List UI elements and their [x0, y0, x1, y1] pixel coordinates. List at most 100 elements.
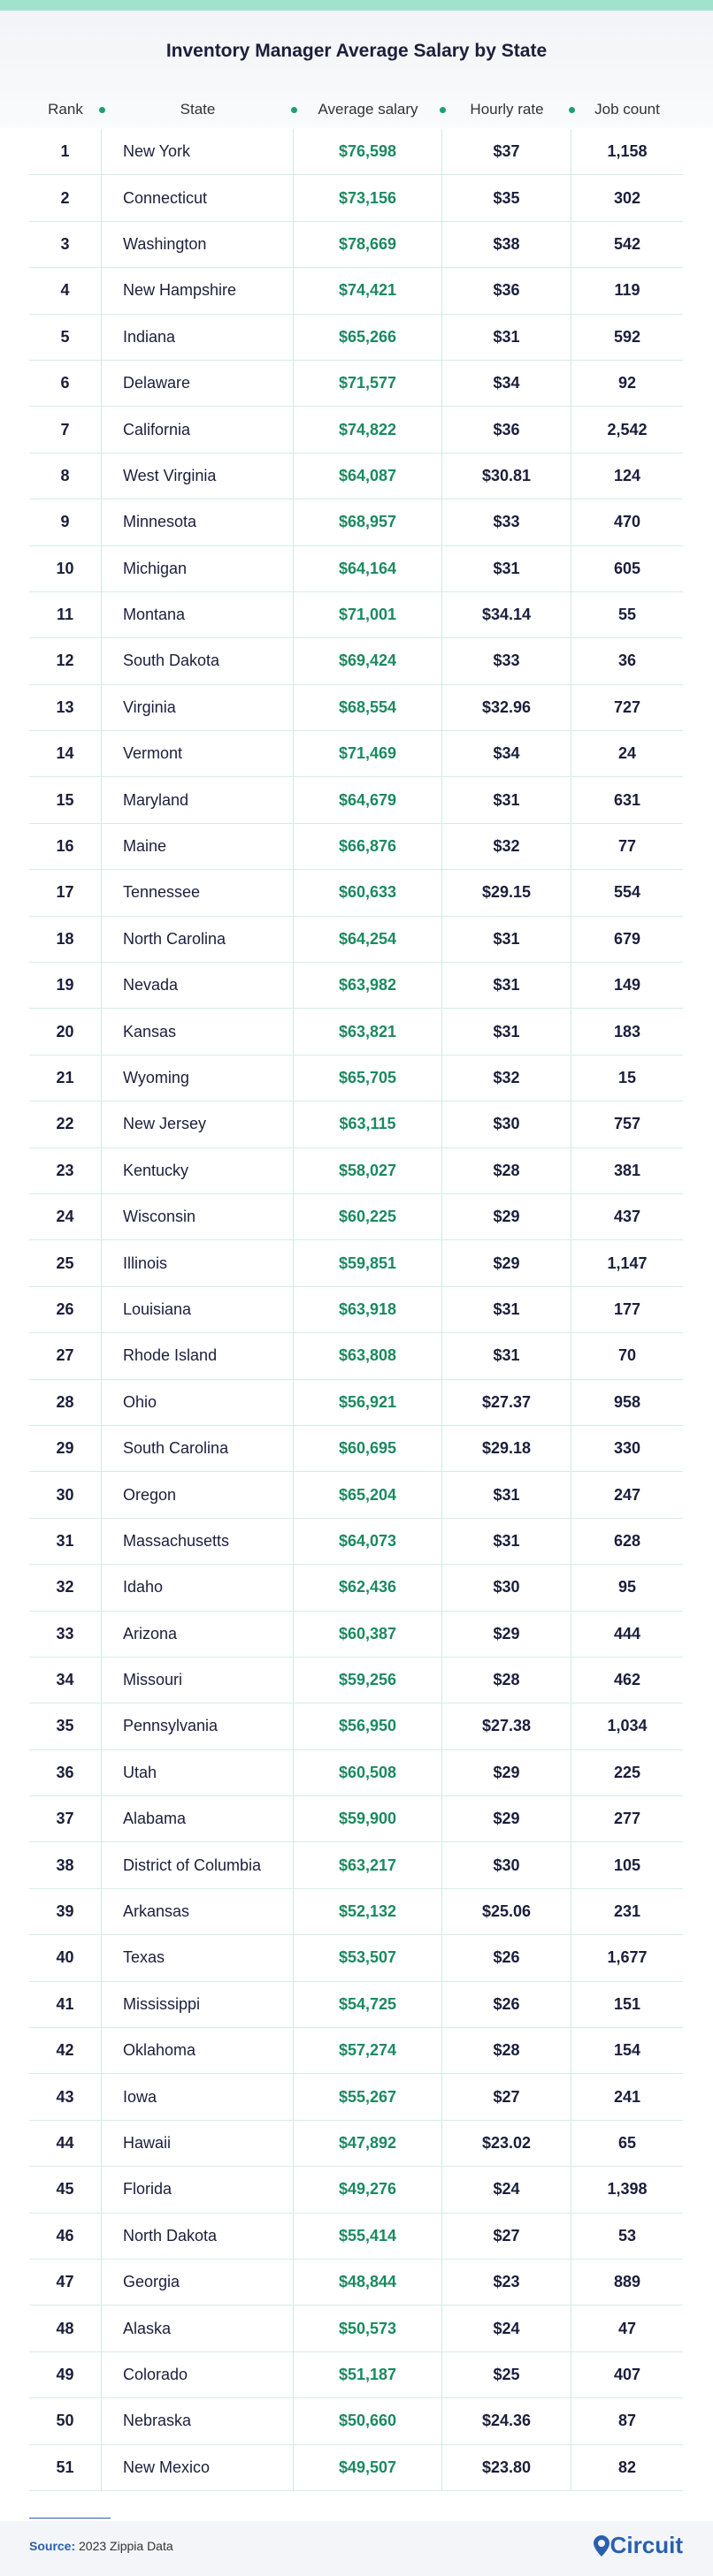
table-row: 25 Illinois $59,851 $29 1,147 — [29, 1240, 683, 1287]
table-cell: $32 — [442, 1055, 571, 1101]
table-cell: $24 — [442, 2167, 571, 2213]
table-cell: $31 — [442, 1286, 571, 1333]
table-cell: $74,822 — [294, 407, 442, 453]
table-cell: 51 — [29, 2444, 102, 2490]
table-cell: $27 — [442, 2213, 571, 2259]
table-row: 30 Oregon $65,204 $31 247 — [29, 1472, 683, 1519]
table-cell: Michigan — [102, 545, 294, 591]
table-cell: 36 — [617, 652, 637, 670]
table-row: 45 Florida $49,276 $24 1,398 — [29, 2167, 683, 2214]
table-cell: 27 — [29, 1333, 102, 1379]
table-cell: Alabama — [102, 1796, 294, 1842]
table-row: 37 Alabama $59,900 $29 277 — [29, 1796, 683, 1843]
table-cell: $31 — [442, 314, 571, 360]
table-cell: Pennsylvania — [102, 1703, 294, 1749]
table-row: 4 New Hampshire $74,421 $36 119 — [29, 268, 683, 315]
table-cell: 24 — [29, 1193, 102, 1240]
table-cell: $27.37 — [442, 1379, 571, 1425]
table-cell: 592 — [613, 327, 641, 346]
table-cell: $64,679 — [294, 777, 442, 823]
table-cell: 39 — [29, 1888, 102, 1935]
table-row: 9 Minnesota $68,957 $33 470 — [29, 499, 683, 546]
table-cell: 119 — [614, 281, 640, 300]
table-cell: 77 — [617, 837, 637, 856]
table-cell: Hawaii — [102, 2120, 294, 2167]
table-cell: $68,554 — [294, 684, 442, 731]
source: Source: 2023 Zippia Data — [29, 2539, 173, 2553]
table-cell: 151 — [613, 1994, 641, 2013]
table-cell: $31 — [442, 1009, 571, 1055]
table-cell: 50 — [29, 2398, 102, 2444]
table-row: 17 Tennessee $60,633 $29.15 554 — [29, 870, 683, 917]
table-row: 5 Indiana $65,266 $31 592 — [29, 314, 683, 361]
table-cell: $28 — [442, 1147, 571, 1193]
table-cell: 26 — [29, 1286, 102, 1333]
table-row: 10 Michigan $64,164 $31 605 — [29, 545, 683, 592]
table-cell: $78,669 — [294, 221, 442, 268]
table-cell: 34 — [29, 1657, 102, 1703]
table-cell: $36 — [442, 407, 571, 453]
table-cell: $63,115 — [294, 1101, 442, 1147]
table-cell: $29 — [442, 1796, 571, 1842]
table-cell: West Virginia — [102, 453, 294, 499]
table-cell: $31 — [442, 963, 571, 1009]
table-cell: 7 — [29, 407, 102, 453]
table-cell: 1,034 — [607, 1717, 648, 1735]
table-row: 20 Kansas $63,821 $31 183 — [29, 1009, 683, 1056]
table-cell: 55 — [617, 606, 637, 624]
table-cell: $30 — [442, 1101, 571, 1147]
table-cell: 241 — [613, 2087, 641, 2106]
table-row: 47 Georgia $48,844 $23 889 — [29, 2259, 683, 2306]
table-cell: Mississippi — [102, 1981, 294, 2028]
table-cell: $29 — [442, 1240, 571, 1286]
table-cell: $63,918 — [294, 1286, 442, 1333]
table-cell: 889 — [613, 2273, 641, 2291]
table-cell: $68,957 — [294, 499, 442, 545]
brand-icon — [593, 2534, 610, 2557]
table-cell: $37 — [442, 129, 571, 175]
table-row: 28 Ohio $56,921 $27.37 958 — [29, 1379, 683, 1426]
table-cell: 1,147 — [607, 1254, 648, 1272]
table-cell: $32 — [442, 823, 571, 870]
table-cell: $51,187 — [294, 2351, 442, 2398]
table-cell: 5 — [29, 314, 102, 360]
table-cell: $59,851 — [294, 1240, 442, 1286]
table-cell: Utah — [102, 1749, 294, 1796]
table-cell: 15 — [617, 1069, 637, 1086]
table-cell: $29 — [442, 1193, 571, 1240]
table-cell: $31 — [442, 545, 571, 591]
table-cell: $64,164 — [294, 545, 442, 591]
table-cell: $25.06 — [442, 1888, 571, 1935]
table-cell: 32 — [29, 1565, 102, 1611]
table-cell: $23.80 — [442, 2444, 571, 2490]
table-cell: $64,087 — [294, 453, 442, 499]
table-cell: 177 — [613, 1299, 641, 1318]
table-row: 34 Missouri $59,256 $28 462 — [29, 1657, 683, 1704]
table-cell: Missouri — [102, 1657, 294, 1703]
table-cell: 542 — [613, 234, 641, 253]
table-cell: 9 — [29, 499, 102, 545]
table-cell: Iowa — [102, 2074, 294, 2120]
table-cell: 11 — [29, 591, 102, 638]
table-cell: $32.96 — [442, 684, 571, 731]
table-row: 41 Mississippi $54,725 $26 151 — [29, 1981, 683, 2029]
table-cell: Kentucky — [102, 1147, 294, 1193]
table-cell: California — [102, 407, 294, 453]
brand-name: Circuit — [610, 2532, 683, 2558]
table-cell: 470 — [613, 513, 641, 531]
table-cell: $60,508 — [294, 1749, 442, 1796]
table-cell: 35 — [29, 1703, 102, 1749]
title: Inventory Manager Average Salary by Stat… — [165, 41, 548, 61]
table-cell: $52,132 — [294, 1888, 442, 1935]
table-cell: Kansas — [102, 1009, 294, 1055]
table-row: 42 Oklahoma $57,274 $28 154 — [29, 2028, 683, 2075]
table-cell: South Carolina — [102, 1425, 294, 1472]
table-cell: 92 — [617, 374, 637, 392]
table-cell: 124 — [613, 466, 641, 484]
table-row: 21 Wyoming $65,705 $32 15 — [29, 1055, 683, 1102]
table-cell: $26 — [442, 1981, 571, 2028]
table-cell: 40 — [29, 1935, 102, 1981]
table-cell: $65,266 — [294, 314, 442, 360]
table-cell: Illinois — [102, 1240, 294, 1286]
header-dot — [99, 107, 105, 113]
